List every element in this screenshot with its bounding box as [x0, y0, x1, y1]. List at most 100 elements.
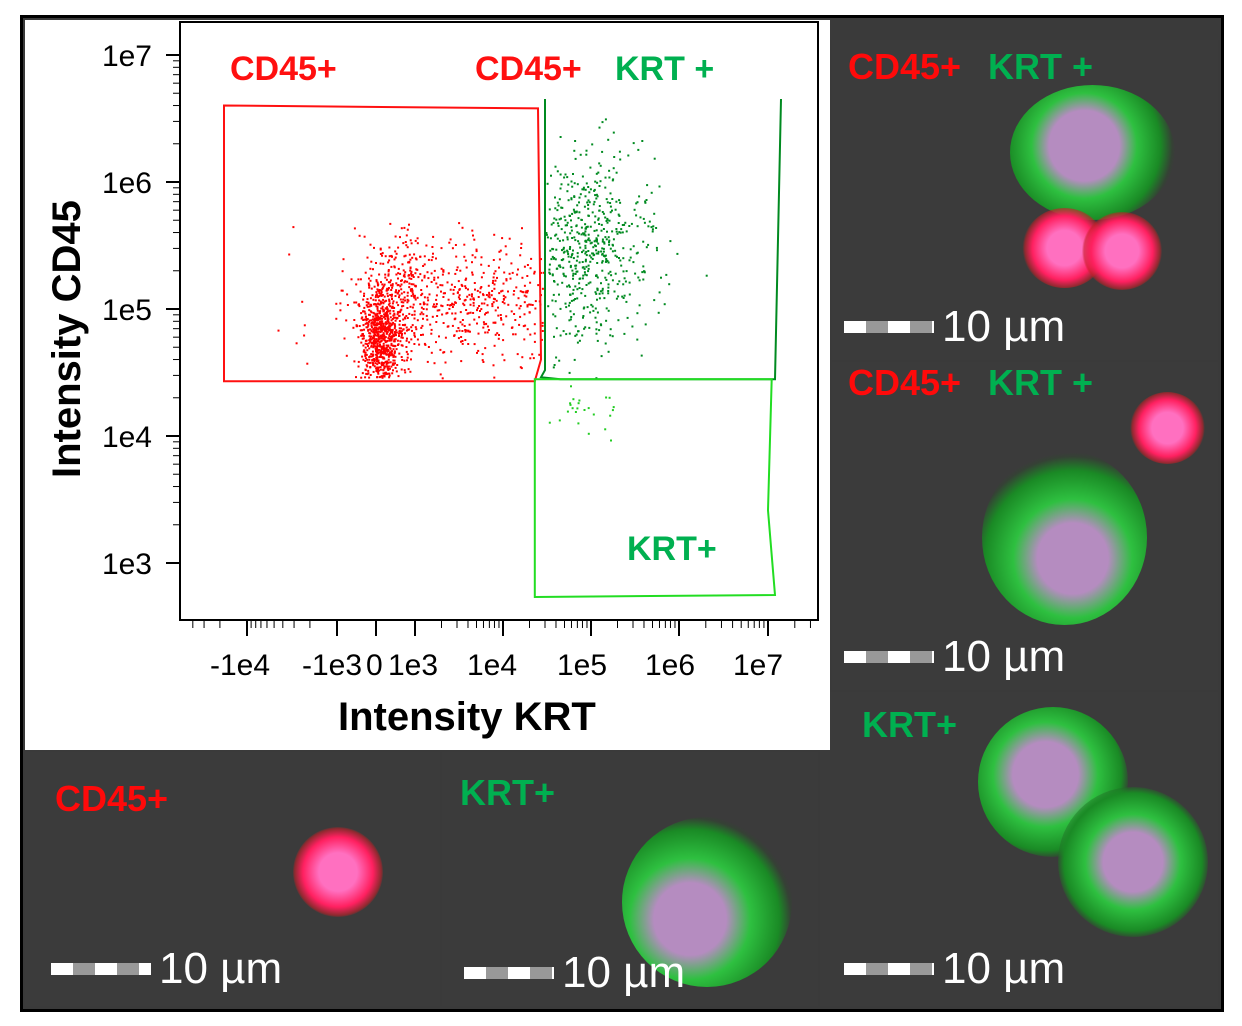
data-point-cd45- [375, 356, 378, 359]
data-point-cd45- [378, 369, 381, 372]
data-point-cd45-krt- [578, 261, 581, 264]
data-point-cd45-krt- [636, 338, 639, 341]
data-point-cd45- [505, 315, 508, 318]
data-point-cd45- [480, 263, 483, 266]
data-point-cd45- [369, 374, 372, 376]
data-point-cd45- [463, 255, 466, 258]
data-point-cd45- [386, 309, 389, 312]
data-point-cd45- [516, 273, 519, 276]
data-point-cd45- [532, 357, 535, 360]
data-point-cd45-krt- [579, 153, 582, 156]
data-point-cd45- [468, 323, 471, 326]
data-point-cd45- [484, 313, 486, 316]
data-point-cd45-krt- [623, 223, 626, 226]
data-point-cd45- [526, 291, 529, 294]
data-point-cd45- [335, 302, 338, 305]
data-point-cd45- [381, 317, 383, 320]
data-point-cd45- [402, 274, 405, 277]
data-point-cd45- [388, 374, 391, 377]
data-point-cd45- [380, 301, 383, 304]
data-point-cd45- [365, 318, 368, 320]
data-point-cd45- [387, 337, 390, 340]
data-point-cd45- [381, 254, 383, 257]
data-point-cd45- [383, 329, 386, 332]
data-point-cd45- [376, 294, 379, 297]
data-point-cd45- [378, 341, 381, 344]
data-point-cd45-krt- [559, 307, 562, 310]
data-point-cd45- [372, 311, 375, 314]
data-point-cd45- [524, 324, 527, 327]
data-point-cd45-krt- [605, 307, 608, 310]
data-point-cd45- [386, 315, 389, 318]
data-point-cd45- [508, 272, 511, 275]
data-point-cd45-krt- [570, 254, 573, 257]
data-point-cd45-krt- [602, 254, 605, 257]
data-point-cd45- [371, 359, 374, 361]
data-point-cd45-krt- [632, 261, 635, 264]
data-point-cd45- [493, 283, 496, 286]
data-point-cd45-krt- [591, 143, 594, 146]
data-point-cd45- [482, 361, 485, 363]
data-point-cd45- [388, 255, 391, 258]
data-point-cd45- [391, 372, 394, 375]
data-point-cd45-krt- [556, 283, 559, 286]
data-point-cd45- [345, 354, 348, 357]
data-point-cd45- [414, 239, 417, 242]
data-point-cd45-krt- [570, 197, 573, 200]
data-point-cd45- [368, 319, 371, 322]
data-point-cd45-krt- [597, 252, 600, 255]
data-point-cd45-krt- [562, 239, 565, 242]
data-point-cd45- [383, 295, 386, 298]
data-point-cd45- [393, 307, 396, 309]
data-point-cd45- [510, 262, 513, 265]
gate-krt-[interactable] [533, 378, 777, 599]
scale-bar: 10 µm [51, 944, 282, 994]
data-point-cd45-krt- [601, 269, 604, 272]
data-point-cd45- [392, 359, 395, 362]
data-point-cd45-krt- [644, 323, 647, 326]
data-point-cd45-krt- [559, 173, 562, 176]
data-point-cd45-krt- [561, 206, 564, 209]
data-point-cd45- [399, 332, 402, 334]
data-point-cd45- [393, 265, 396, 268]
data-point-cd45-krt- [584, 230, 587, 233]
data-point-cd45- [365, 315, 367, 318]
data-point-cd45-krt- [676, 252, 679, 255]
data-point-cd45-krt- [625, 300, 628, 303]
data-point-cd45-krt- [591, 211, 594, 214]
data-point-cd45-krt- [636, 201, 639, 204]
data-point-cd45-krt- [601, 121, 604, 124]
green-cell [1010, 85, 1175, 220]
data-point-krt- [612, 406, 615, 409]
data-point-cd45- [400, 334, 403, 336]
data-point-cd45- [420, 306, 423, 309]
gate-cd45-[interactable] [223, 104, 543, 383]
data-point-cd45- [375, 326, 378, 329]
gate-label-krt: KRT+ [627, 530, 717, 568]
x-tick-label: 1e5 [557, 649, 607, 682]
data-point-cd45-krt- [578, 277, 581, 280]
data-point-cd45-krt- [560, 183, 563, 186]
gate-label-double-cd45: CD45+ [475, 50, 582, 88]
data-point-cd45- [400, 336, 403, 339]
data-point-cd45- [373, 339, 376, 342]
data-point-cd45- [483, 302, 486, 305]
data-point-cd45-krt- [628, 259, 631, 262]
data-point-cd45- [456, 266, 459, 269]
data-point-cd45-krt- [601, 287, 604, 290]
data-point-cd45-krt- [663, 303, 666, 306]
data-point-cd45- [383, 367, 386, 370]
data-point-cd45- [422, 301, 425, 304]
data-point-cd45- [373, 320, 376, 323]
data-point-cd45-krt- [567, 183, 570, 186]
data-point-cd45-krt- [642, 217, 645, 220]
data-point-cd45-krt- [658, 291, 661, 294]
data-point-cd45- [389, 351, 391, 354]
data-point-cd45- [512, 293, 515, 296]
data-point-krt- [605, 396, 608, 399]
data-point-cd45- [360, 312, 363, 315]
data-point-cd45- [387, 317, 390, 320]
data-point-cd45-krt- [571, 185, 574, 188]
data-point-cd45- [408, 282, 411, 285]
data-point-cd45-krt- [601, 211, 604, 213]
